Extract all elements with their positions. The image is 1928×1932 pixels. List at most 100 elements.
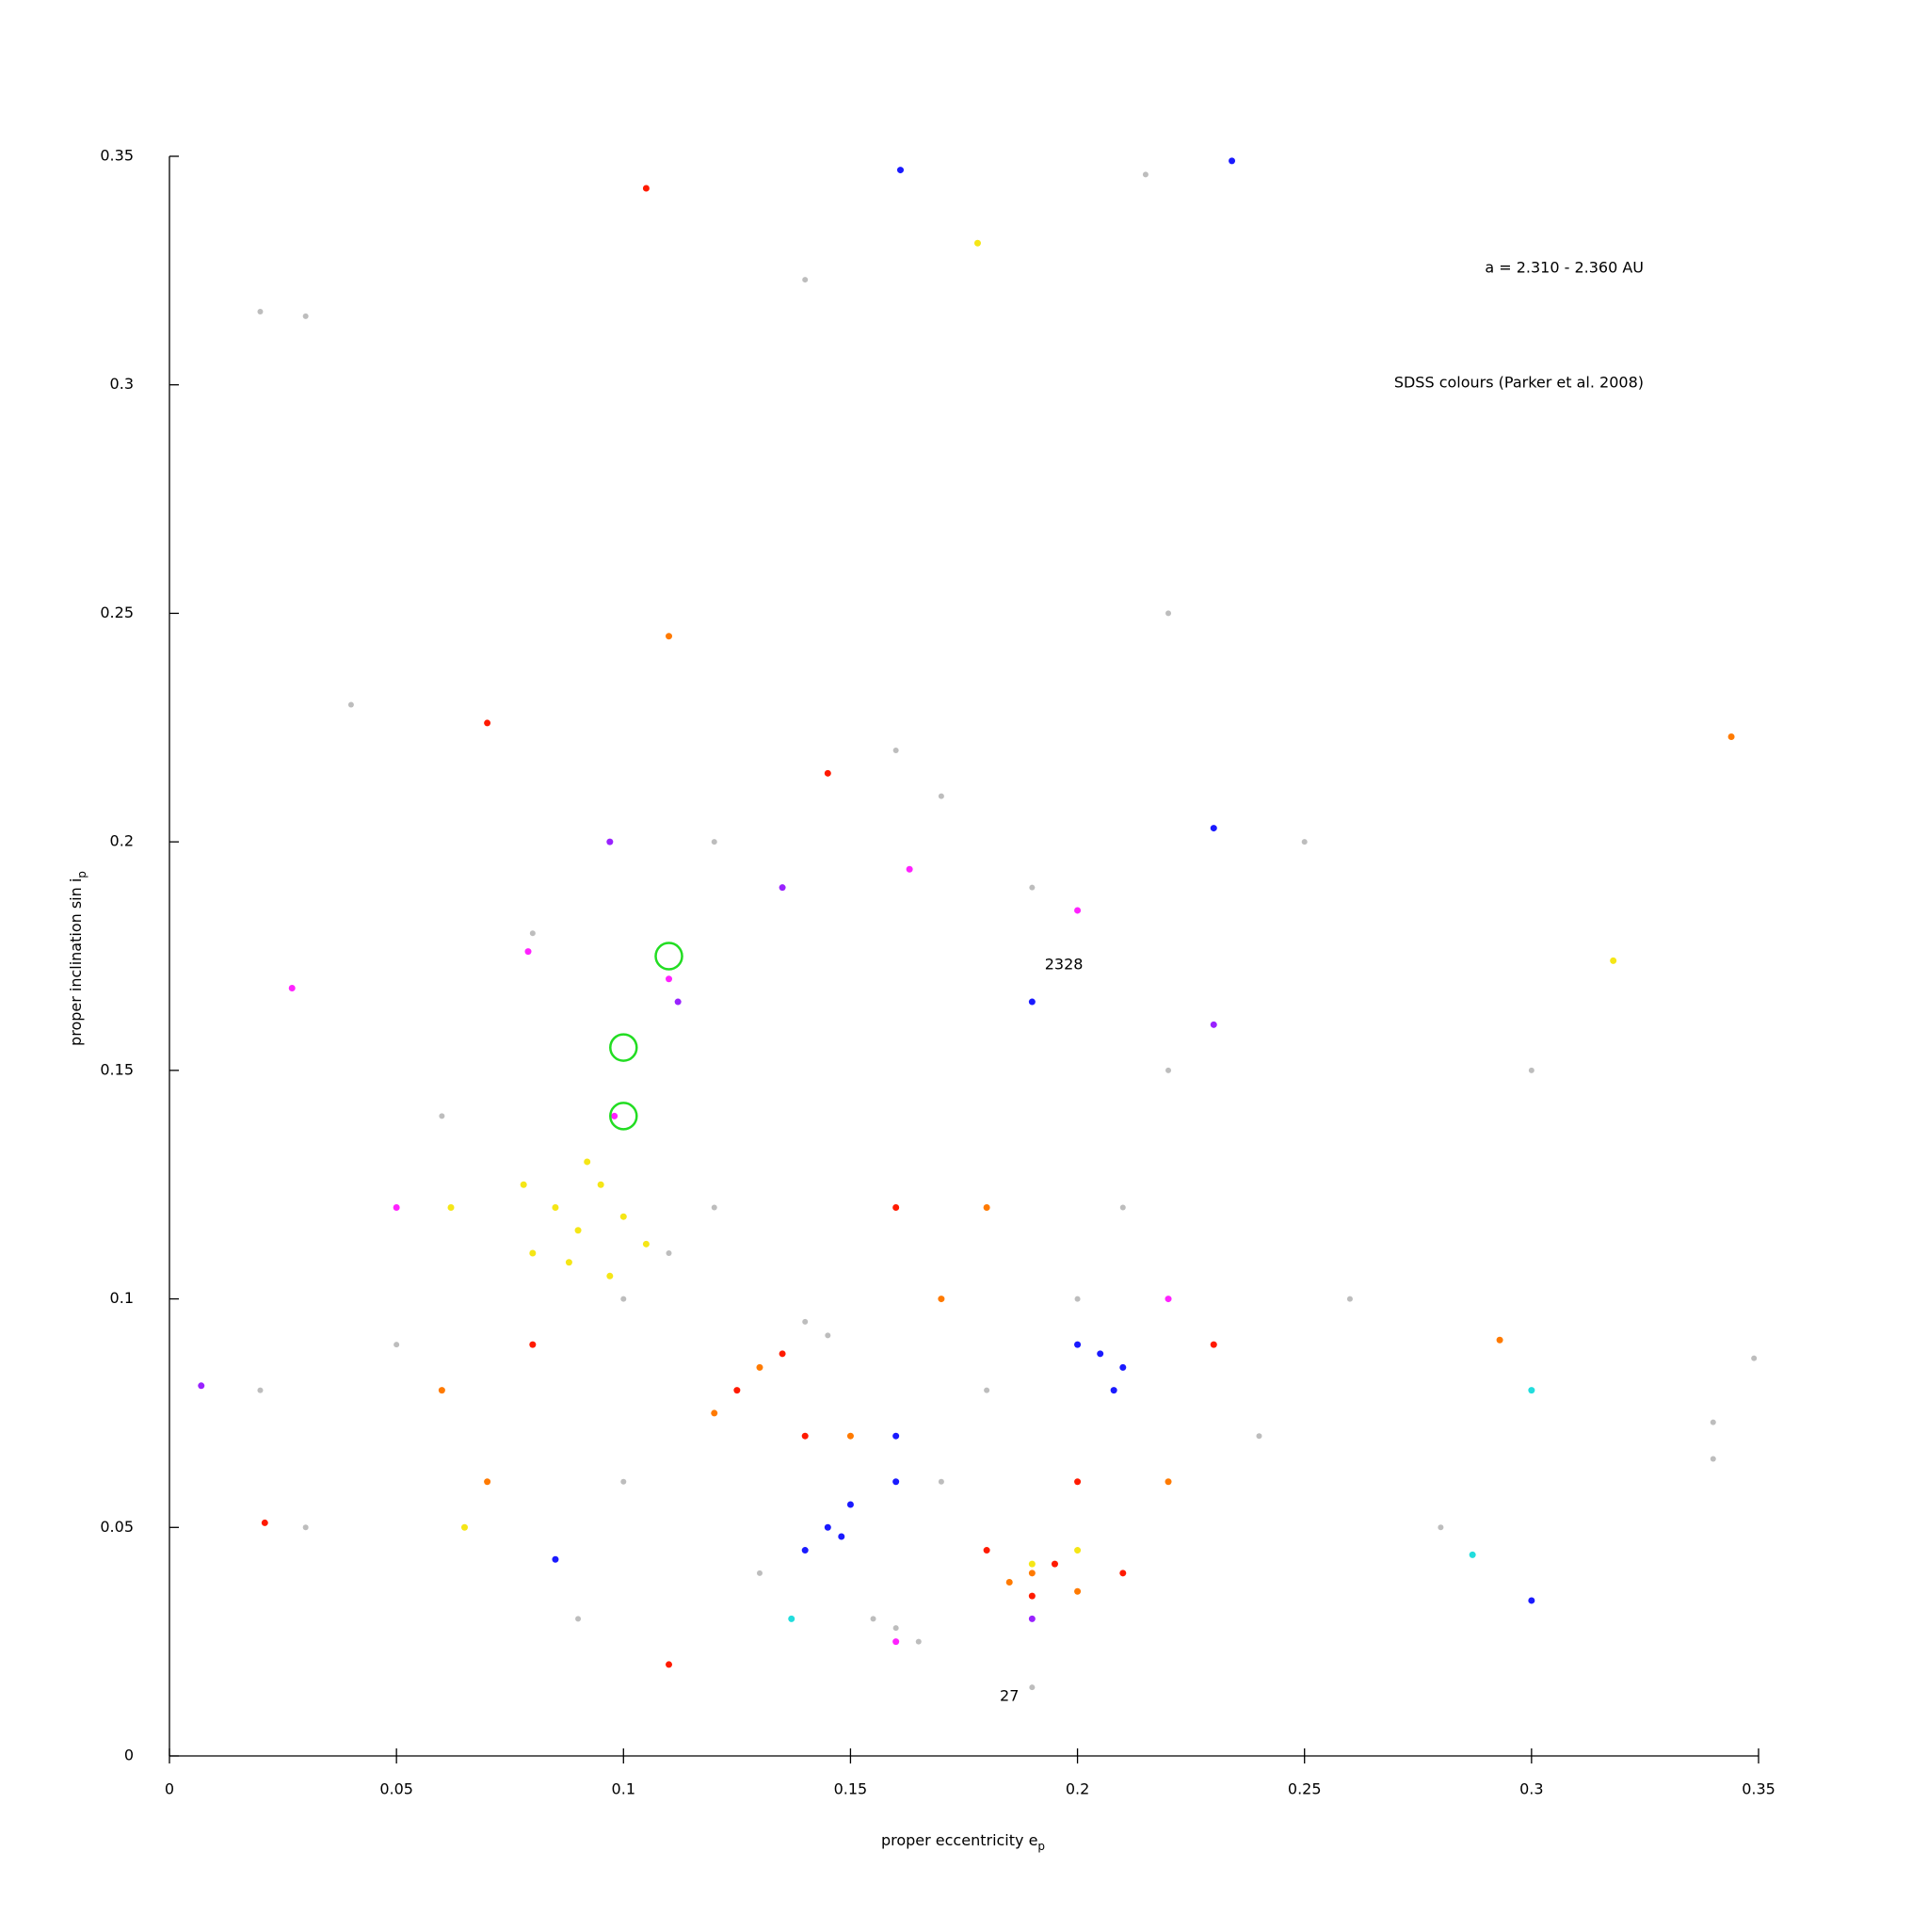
- point: [642, 185, 650, 192]
- y-tick-label: 0.05: [100, 1518, 134, 1536]
- point: [1119, 1570, 1127, 1577]
- point: [1074, 1587, 1082, 1595]
- point: [824, 1523, 831, 1531]
- point: [779, 1350, 786, 1358]
- x-axis-label: proper eccentricity ep: [881, 1831, 1045, 1853]
- y-tick-label: 0.3: [110, 375, 134, 393]
- point: [1710, 1419, 1716, 1425]
- point: [666, 1250, 672, 1257]
- y-tick-label: 0.1: [110, 1289, 134, 1307]
- point: [756, 1570, 763, 1576]
- point: [1028, 1560, 1036, 1568]
- point: [574, 1227, 582, 1234]
- x-tick-label: 0: [165, 1780, 174, 1798]
- point: [666, 1661, 673, 1668]
- point: [584, 1158, 591, 1166]
- point: [1029, 884, 1036, 891]
- point: [524, 948, 532, 956]
- point: [756, 1363, 763, 1371]
- point: [892, 1478, 900, 1486]
- point: [1469, 1551, 1476, 1558]
- point: [198, 1382, 205, 1390]
- point: [1110, 1387, 1117, 1394]
- point: [983, 1203, 990, 1211]
- annotation: 2328: [1045, 956, 1084, 974]
- y-tick-label: 0: [124, 1747, 134, 1764]
- point: [779, 884, 786, 892]
- point: [302, 1524, 309, 1531]
- point: [1028, 998, 1036, 1006]
- point: [906, 865, 913, 873]
- point: [1029, 1684, 1036, 1691]
- highlight-circle: [654, 942, 683, 971]
- point: [1119, 1363, 1127, 1371]
- point: [288, 984, 296, 991]
- point: [973, 239, 981, 247]
- point: [1028, 1615, 1036, 1622]
- range-note: a = 2.310 - 2.360 AU: [1485, 259, 1644, 277]
- point: [1229, 157, 1236, 165]
- point: [1074, 1296, 1081, 1302]
- point: [575, 1616, 582, 1622]
- source-note: SDSS colours (Parker et al. 2008): [1394, 374, 1644, 392]
- point: [984, 1387, 990, 1393]
- point: [938, 1296, 945, 1303]
- point: [597, 1181, 604, 1188]
- point: [1074, 1478, 1082, 1486]
- y-label-sub: p: [75, 871, 88, 878]
- point: [347, 701, 354, 708]
- point: [938, 793, 944, 799]
- point: [620, 1478, 627, 1485]
- point: [1028, 1592, 1036, 1600]
- point: [892, 1638, 900, 1646]
- point: [915, 1638, 922, 1645]
- point: [439, 1113, 445, 1119]
- point: [1346, 1296, 1353, 1302]
- point: [666, 633, 673, 640]
- point: [788, 1615, 795, 1622]
- highlight-circle: [609, 1033, 638, 1062]
- x-tick-label: 0.3: [1519, 1780, 1543, 1798]
- point: [892, 1203, 900, 1211]
- point: [1727, 733, 1735, 740]
- point: [1210, 825, 1217, 832]
- point: [393, 1203, 400, 1211]
- point: [484, 1478, 491, 1486]
- point: [1028, 1570, 1036, 1577]
- point: [870, 1616, 876, 1622]
- y-label-main: proper inclination sin i: [67, 878, 85, 1046]
- x-label-sub: p: [1037, 1840, 1045, 1853]
- x-tick-label: 0.05: [379, 1780, 413, 1798]
- point: [529, 1249, 537, 1257]
- point: [1005, 1579, 1013, 1586]
- y-axis-label: proper inclination sin ip: [67, 871, 88, 1046]
- point: [606, 838, 614, 845]
- x-tick-label: 0.1: [612, 1780, 635, 1798]
- point: [711, 1204, 717, 1211]
- point: [1074, 1341, 1082, 1348]
- point: [642, 1240, 650, 1248]
- x-tick-label: 0.35: [1742, 1780, 1775, 1798]
- point: [606, 1272, 614, 1280]
- point: [846, 1432, 854, 1440]
- point: [611, 1112, 619, 1119]
- point: [552, 1203, 559, 1211]
- y-tick-label: 0.25: [100, 604, 134, 621]
- point: [938, 1478, 944, 1485]
- point: [802, 1318, 809, 1325]
- point: [1610, 957, 1617, 964]
- point: [802, 277, 809, 283]
- point: [892, 748, 899, 754]
- point: [261, 1519, 268, 1526]
- point: [983, 1547, 990, 1554]
- y-tick-label: 0.35: [100, 147, 134, 165]
- point: [711, 1409, 718, 1417]
- point: [257, 1387, 264, 1393]
- point: [552, 1555, 559, 1563]
- point: [824, 769, 831, 777]
- point: [460, 1523, 468, 1531]
- point: [619, 1213, 627, 1220]
- x-tick-label: 0.25: [1288, 1780, 1322, 1798]
- point: [1751, 1355, 1758, 1361]
